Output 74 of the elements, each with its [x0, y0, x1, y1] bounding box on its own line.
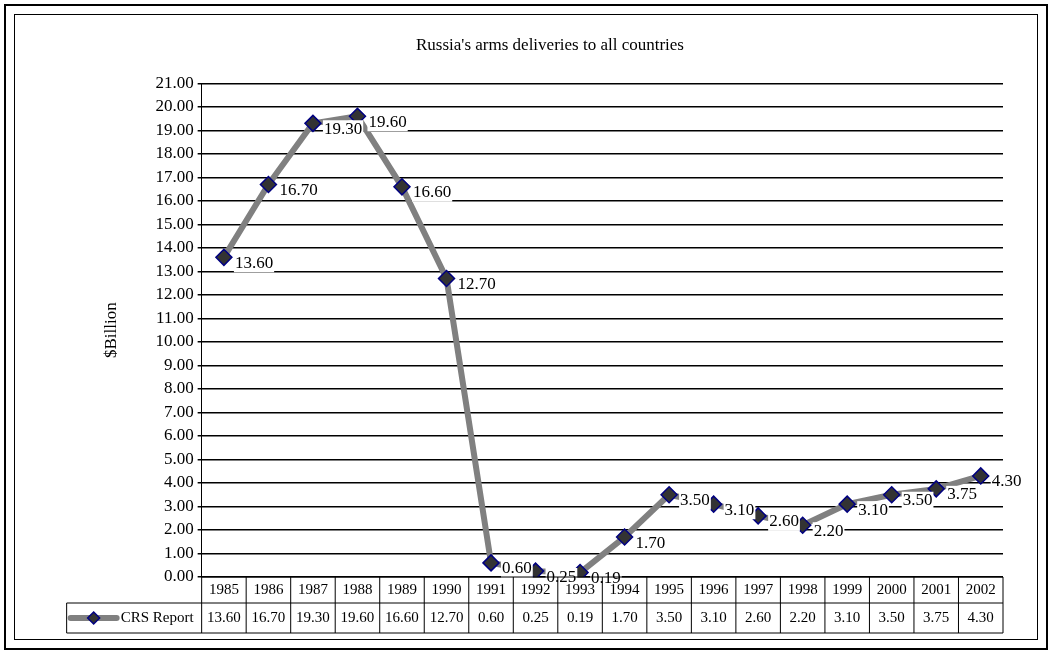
x-tick-label: 2002: [965, 580, 996, 597]
y-tick-label: 21.00: [155, 72, 194, 92]
text: 4.30: [991, 471, 1022, 491]
data-label: 19.60: [340, 608, 375, 625]
data-label: 3.50: [878, 608, 905, 625]
text: 2.60: [769, 511, 799, 531]
y-tick-label: 5.00: [163, 448, 194, 468]
text: 16.60: [412, 182, 452, 202]
x-tick-label: 1996: [698, 580, 730, 597]
x-tick-label: 1991: [476, 580, 507, 597]
text: 3.50: [902, 490, 933, 510]
x-tick-label: 2000: [876, 580, 907, 597]
text: 12.70: [457, 273, 496, 293]
x-tick-label: 1997: [743, 580, 774, 597]
data-label: 3.75: [923, 608, 950, 625]
data-label: 16.70: [251, 608, 286, 625]
x-tick-label: 1998: [787, 580, 818, 597]
data-label: 4.30: [967, 608, 994, 625]
y-tick-label: 4.00: [163, 472, 194, 492]
data-label: 0.25: [522, 608, 549, 625]
text: 13.60: [234, 252, 274, 272]
y-tick-label: 12.00: [155, 284, 194, 304]
y-tick-label: 6.00: [163, 425, 194, 445]
chart-title: Russia's arms deliveries to all countries: [416, 34, 684, 54]
y-tick-label: 19.00: [155, 119, 194, 139]
text: 19.30: [323, 118, 363, 138]
data-label: 12.70: [429, 608, 464, 625]
data-label: 3.10: [834, 608, 861, 625]
data-label: 19.30: [296, 608, 330, 625]
text: 3.75: [947, 484, 977, 504]
y-tick-label: 7.00: [163, 401, 194, 421]
x-tick-label: 1999: [832, 580, 863, 597]
x-tick-label: 1985: [208, 580, 239, 597]
y-tick-label: 3.00: [163, 495, 194, 515]
data-label: 16.60: [385, 608, 419, 625]
data-label: 13.60: [207, 608, 241, 625]
data-label: 1.70: [611, 608, 638, 625]
x-tick-label: 1986: [253, 580, 284, 597]
y-tick-label: 11.00: [156, 307, 194, 327]
x-tick-label: 1988: [342, 580, 373, 597]
text: 2.20: [813, 520, 844, 540]
y-tick-label: 8.00: [163, 378, 194, 398]
text: 19.60: [368, 111, 407, 131]
text: 3.10: [858, 499, 888, 519]
text: 3.10: [724, 499, 755, 519]
legend-label: CRS Report: [120, 608, 195, 625]
x-tick-label: 2001: [921, 580, 952, 597]
y-tick-label: 20.00: [155, 96, 194, 116]
data-label: 2.20: [789, 608, 816, 625]
x-tick-label: 1989: [386, 580, 417, 597]
data-label: 3.10: [700, 608, 727, 625]
y-tick-label: 17.00: [155, 166, 194, 186]
data-label: 2.60: [745, 608, 772, 625]
x-tick-label: 1990: [431, 580, 462, 597]
y-tick-label: 2.00: [163, 519, 194, 539]
y-tick-label: 18.00: [155, 143, 194, 163]
y-tick-label: 0.00: [163, 566, 194, 586]
y-tick-label: 10.00: [155, 331, 194, 351]
y-axis-title: $Billion: [100, 301, 120, 359]
data-label: 0.60: [477, 608, 505, 625]
x-tick-label: 1987: [297, 580, 329, 597]
y-tick-label: 14.00: [155, 237, 194, 257]
data-label: 0.19: [566, 608, 594, 625]
text: 16.70: [279, 179, 318, 199]
y-tick-label: 16.00: [155, 190, 194, 210]
x-tick-label: 1995: [654, 580, 685, 597]
data-label: 3.50: [655, 608, 683, 625]
y-tick-label: 15.00: [155, 213, 194, 233]
y-tick-label: 13.00: [155, 260, 194, 280]
text: 3.50: [680, 490, 710, 510]
text: 1.70: [635, 532, 666, 552]
y-tick-label: 9.00: [163, 354, 194, 374]
text: 0.60: [502, 558, 532, 578]
y-tick-label: 1.00: [163, 542, 194, 562]
